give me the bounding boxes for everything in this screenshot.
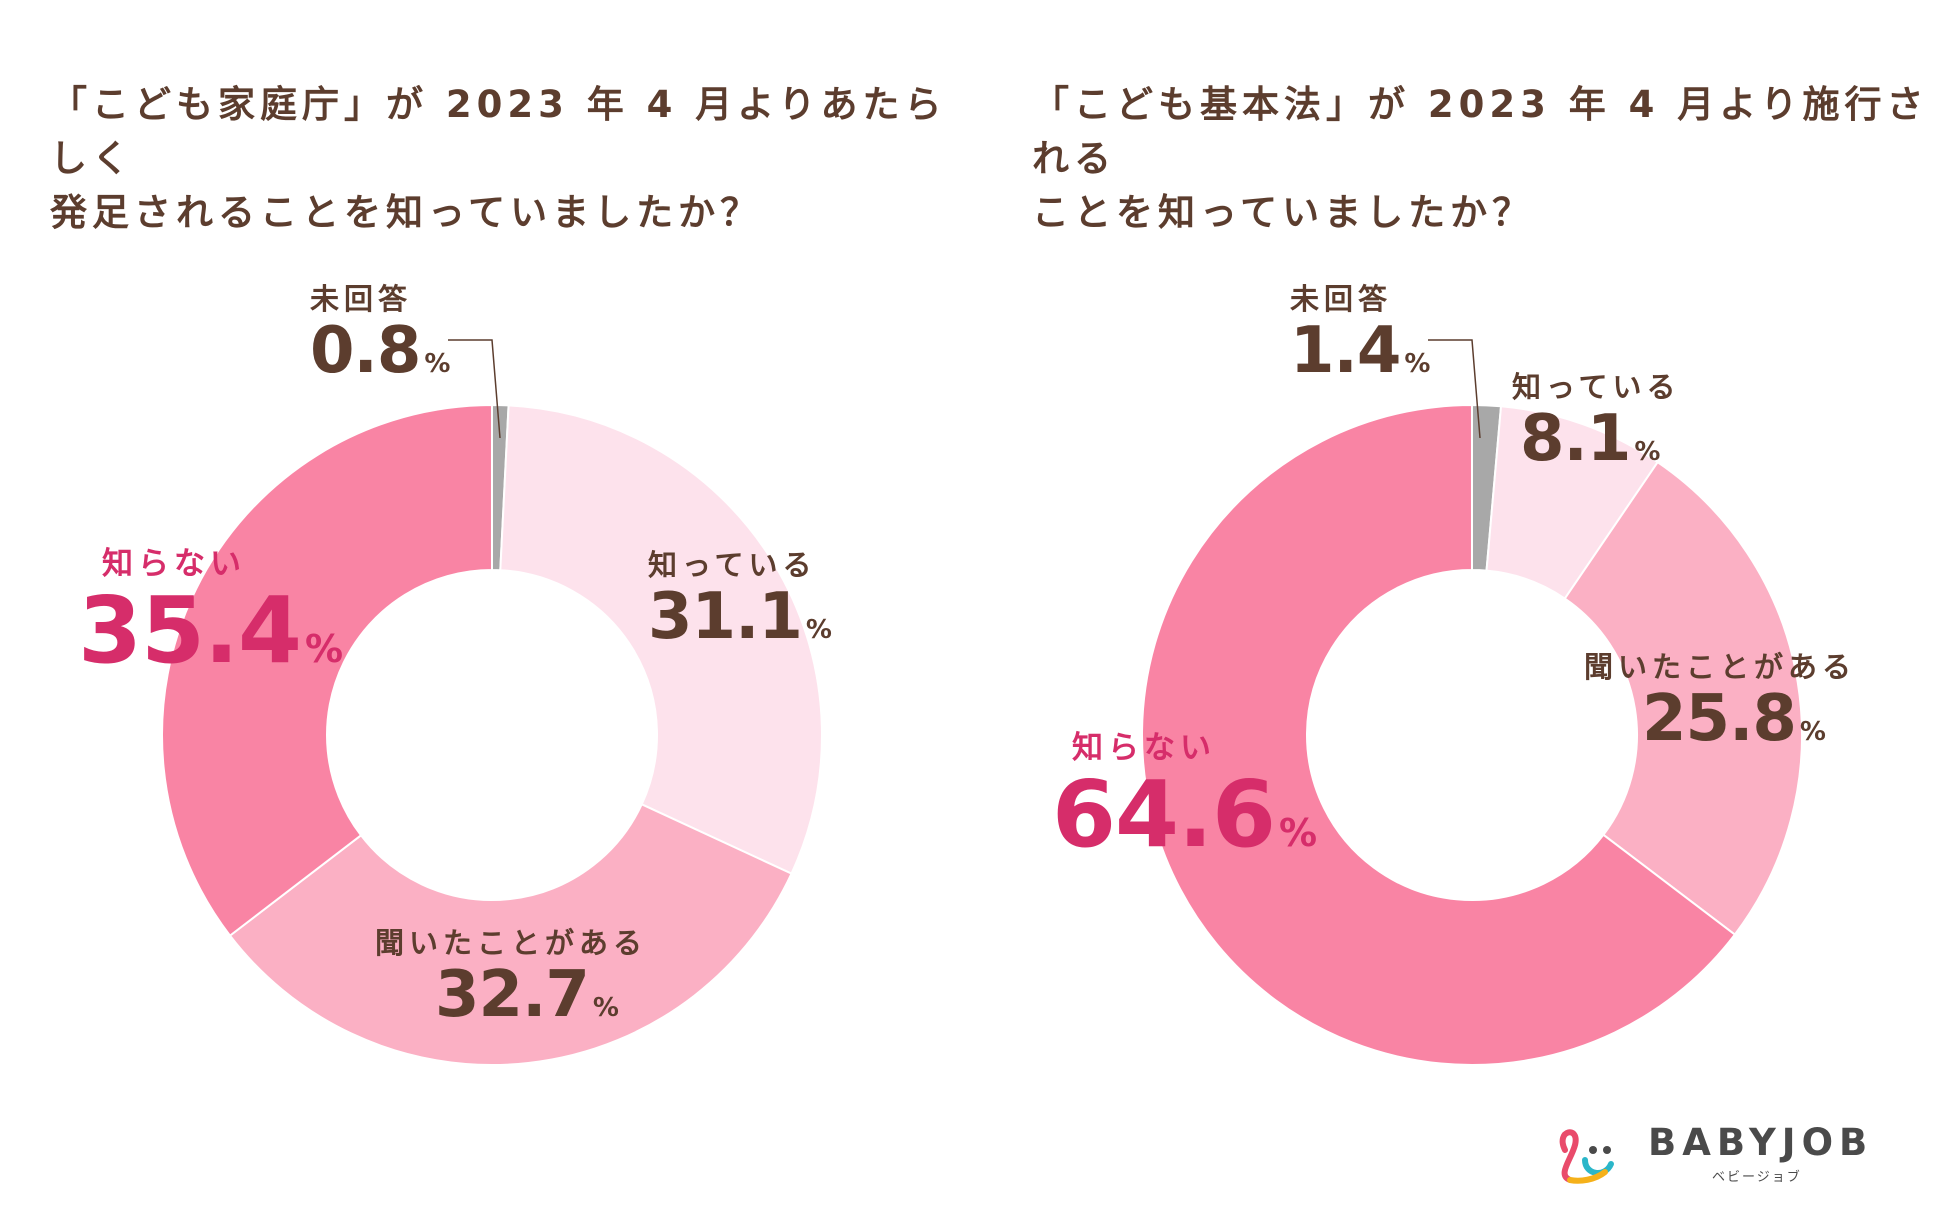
logo-text: BABYJOB: [1648, 1121, 1874, 1164]
donut-chart-left: [161, 403, 823, 1066]
label-right-dontknow: 知らない 64.6%: [1052, 730, 1318, 868]
babyjob-logo: [1559, 1129, 1614, 1184]
label-right-know: 知っている 8.1%: [1512, 370, 1681, 476]
label-right-heard: 聞いたことがある 25.8%: [1584, 650, 1857, 756]
donut-slice-left-know: [499, 404, 823, 875]
logo-subtext: ベビージョブ: [1712, 1170, 1802, 1185]
label-left-know: 知っている 31.1%: [648, 548, 832, 654]
donut-slice-left-heard: [228, 802, 793, 1066]
chart-title-left: 「こども家庭庁」が 2023 年 4 月よりあたらしく 発足されることを知ってい…: [50, 83, 947, 234]
label-right-noanswer: 未回答 1.4%: [1290, 282, 1431, 388]
leader-line-left-noanswer: [448, 339, 501, 439]
chart-title-right: 「こども基本法」が 2023 年 4 月より施行される ことを知っていましたか？: [1032, 83, 1929, 234]
donut-slice-right-heard: [1563, 460, 1803, 936]
donut-slice-left-dontknow: [161, 403, 493, 938]
donut-slice-right-dontknow: [1141, 403, 1737, 1066]
label-left-heard: 聞いたことがある 32.7%: [375, 926, 648, 1032]
donut-chart-right: [1141, 403, 1803, 1066]
label-left-noanswer: 未回答 0.8%: [310, 282, 451, 388]
leader-line-right-noanswer: [1428, 339, 1481, 439]
label-left-dontknow: 知らない 35.4%: [78, 546, 344, 684]
